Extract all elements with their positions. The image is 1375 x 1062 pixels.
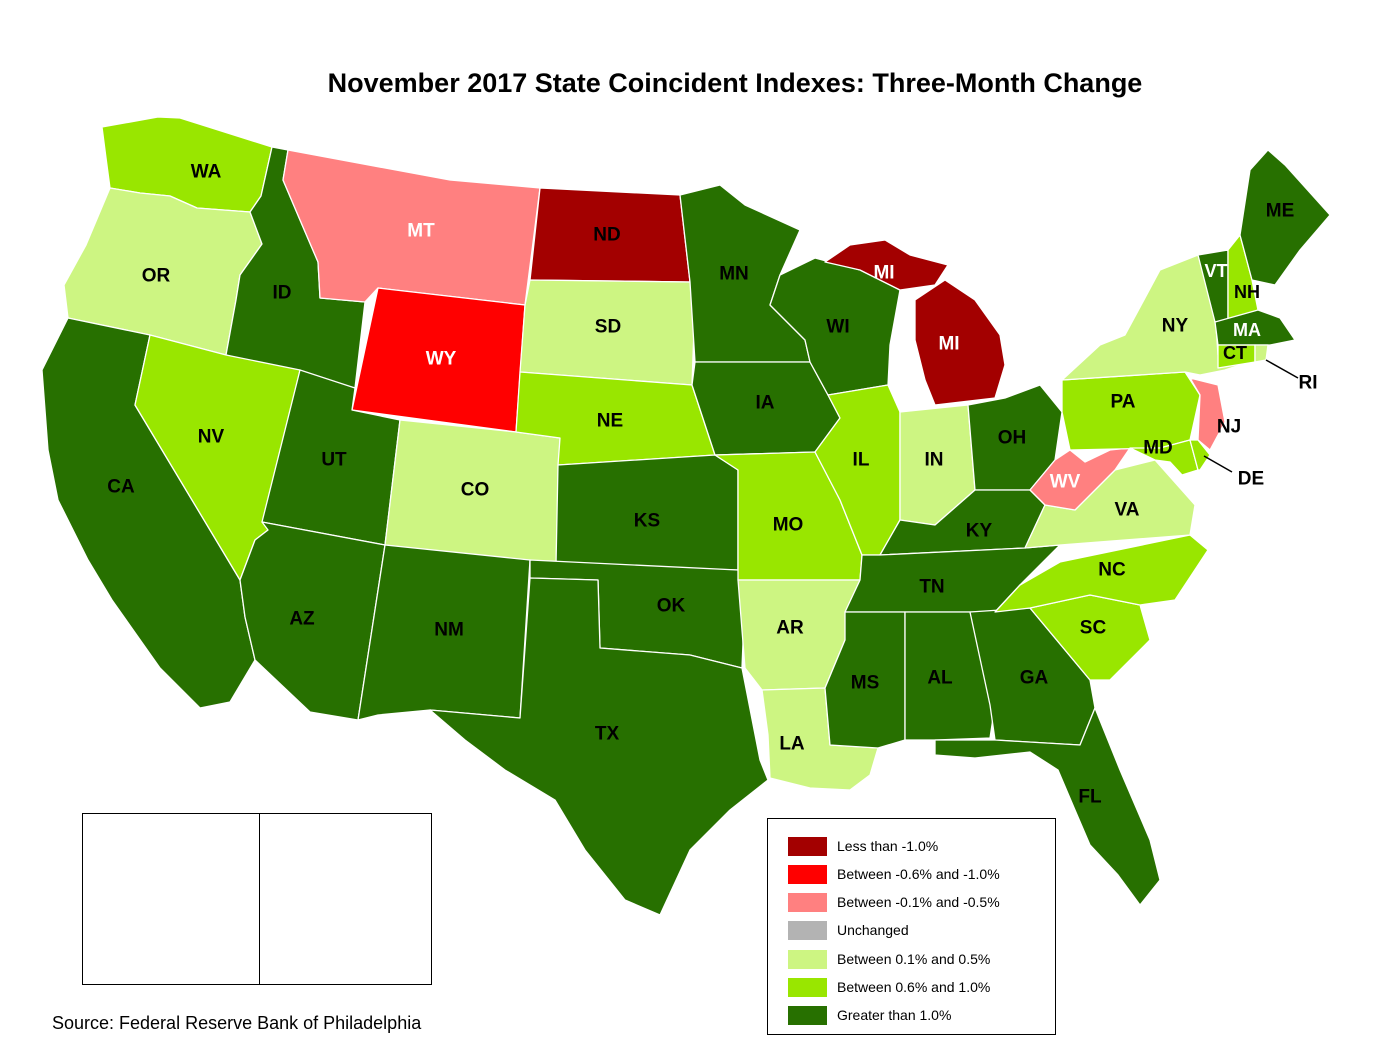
label-GA: GA xyxy=(1020,668,1049,689)
legend-label: Unchanged xyxy=(837,922,909,938)
label-NV: NV xyxy=(198,427,225,448)
legend-item: Unchanged xyxy=(788,920,909,940)
label-DE: DE xyxy=(1238,469,1264,490)
label-CO: CO xyxy=(461,480,490,501)
legend-swatch xyxy=(788,836,827,856)
label-KS: KS xyxy=(634,511,660,532)
legend-swatch xyxy=(788,892,827,912)
legend-label: Between 0.1% and 0.5% xyxy=(837,951,991,967)
label-SD: SD xyxy=(595,317,621,338)
label-LA: LA xyxy=(779,734,805,755)
map-title: November 2017 State Coincident Indexes: … xyxy=(327,68,1143,98)
legend-item: Less than -1.0% xyxy=(788,836,938,856)
state-WV xyxy=(1029,447,1131,511)
state-TX xyxy=(429,577,769,916)
legend: Less than -1.0% Between -0.6% and -1.0% … xyxy=(767,818,1056,1035)
state-NJ xyxy=(1189,377,1226,451)
label-MA: MA xyxy=(1233,320,1261,340)
legend-swatch xyxy=(788,977,827,997)
state-NC xyxy=(994,534,1209,613)
label-WV: WV xyxy=(1050,472,1081,493)
label-NY: NY xyxy=(1162,316,1189,337)
label-FL: FL xyxy=(1078,787,1102,808)
state-ME xyxy=(1239,149,1331,286)
legend-swatch xyxy=(788,1005,827,1025)
label-MO: MO xyxy=(773,515,804,536)
legend-item: Between -0.1% and -0.5% xyxy=(788,892,1000,912)
state-FL xyxy=(934,707,1161,906)
legend-label: Between -0.6% and -1.0% xyxy=(837,866,1000,882)
state-RI xyxy=(1254,344,1269,363)
state-NH xyxy=(1227,234,1259,323)
label-AR: AR xyxy=(776,618,804,639)
legend-label: Between 0.6% and 1.0% xyxy=(837,979,991,995)
label-AZ: AZ xyxy=(289,609,315,630)
state-MI-UP xyxy=(824,239,949,291)
label-NE: NE xyxy=(597,411,623,432)
label-TX: TX xyxy=(595,724,620,745)
label-NC: NC xyxy=(1098,560,1126,581)
label-MD: MD xyxy=(1143,438,1173,459)
legend-label: Between -0.1% and -0.5% xyxy=(837,894,1000,910)
label-RI: RI xyxy=(1299,373,1318,394)
legend-swatch xyxy=(788,949,827,969)
legend-item: Greater than 1.0% xyxy=(788,1005,951,1025)
label-ME: ME xyxy=(1266,201,1295,222)
label-MI: MI xyxy=(938,334,959,355)
state-MD xyxy=(1129,439,1199,476)
label-AL: AL xyxy=(927,668,953,689)
label-MN: MN xyxy=(719,264,749,285)
label-IA: IA xyxy=(756,393,775,414)
label-VA: VA xyxy=(1115,500,1140,521)
label-NM: NM xyxy=(434,620,464,641)
state-MI xyxy=(914,279,1006,406)
label-TN: TN xyxy=(919,577,944,598)
label-OK: OK xyxy=(657,596,686,617)
label-KY: KY xyxy=(966,521,993,542)
ri-leader-line xyxy=(1265,359,1299,379)
label-UT: UT xyxy=(321,450,347,471)
label-PA: PA xyxy=(1111,392,1136,413)
label-IN: IN xyxy=(925,450,944,471)
legend-item: Between 0.1% and 0.5% xyxy=(788,949,990,969)
legend-item: Between 0.6% and 1.0% xyxy=(788,977,990,997)
label-CA: CA xyxy=(107,477,135,498)
label-MS: MS xyxy=(851,673,880,694)
label-CT: CT xyxy=(1223,343,1247,363)
state-DE xyxy=(1189,439,1211,471)
label-NJ: NJ xyxy=(1217,417,1241,438)
label-MT: MT xyxy=(407,221,435,242)
label-OH: OH xyxy=(998,428,1027,449)
label-VT: VT xyxy=(1204,261,1227,281)
legend-swatch xyxy=(788,864,827,884)
legend-item: Between -0.6% and -1.0% xyxy=(788,864,1000,884)
label-MI-UP: MI xyxy=(873,263,894,284)
hawaii-inset-frame xyxy=(259,813,432,985)
legend-label: Less than -1.0% xyxy=(837,838,939,854)
label-NH: NH xyxy=(1234,282,1260,302)
source-note: Source: Federal Reserve Bank of Philadel… xyxy=(52,1013,422,1033)
label-SC: SC xyxy=(1080,618,1107,639)
label-IL: IL xyxy=(853,450,870,471)
legend-swatch xyxy=(788,920,827,940)
label-ID: ID xyxy=(273,283,292,304)
legend-label: Greater than 1.0% xyxy=(837,1007,952,1023)
label-WI: WI xyxy=(826,317,849,338)
label-WA: WA xyxy=(191,162,222,183)
label-OR: OR xyxy=(142,266,171,287)
de-leader-line xyxy=(1203,455,1233,473)
alaska-inset-frame xyxy=(82,813,261,985)
label-WY: WY xyxy=(426,349,457,370)
state-MT xyxy=(282,149,541,306)
label-ND: ND xyxy=(593,225,620,246)
